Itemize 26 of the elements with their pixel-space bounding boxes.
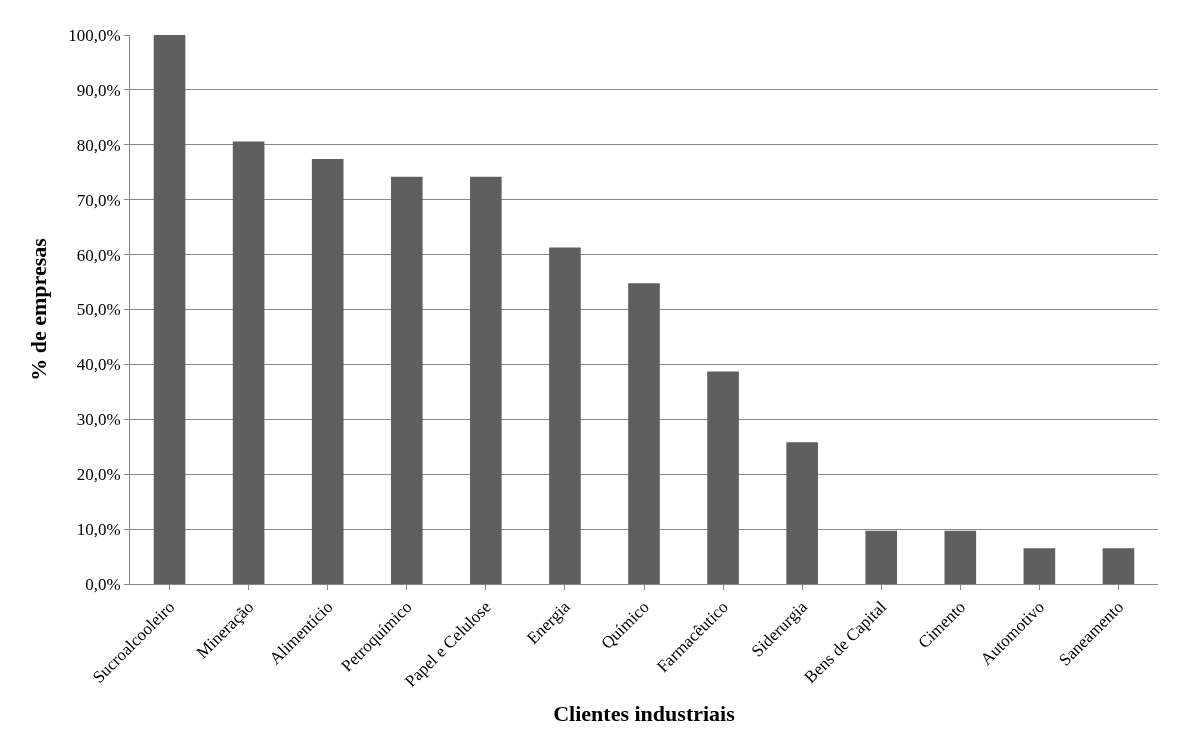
y-axis-title: % de empresas — [25, 237, 51, 381]
bar — [470, 176, 502, 584]
x-axis-title: Clientes industriais — [553, 700, 736, 726]
y-tick-label: 80,0% — [76, 135, 121, 155]
bar — [153, 35, 186, 584]
y-tick-label: 50,0% — [76, 300, 121, 320]
y-tick-label: 0,0% — [85, 574, 121, 594]
bar — [865, 530, 898, 584]
bar — [786, 442, 818, 584]
y-tick-label: 20,0% — [76, 465, 121, 485]
y-tick-label: 100,0% — [68, 25, 121, 45]
bar — [311, 159, 344, 584]
bar — [390, 176, 423, 584]
bar — [707, 371, 739, 584]
bar — [944, 530, 977, 584]
y-tick-label: 90,0% — [76, 80, 121, 100]
bar — [232, 141, 265, 584]
y-tick-label: 60,0% — [76, 245, 121, 265]
bar — [1023, 548, 1056, 584]
y-tick-label: 30,0% — [76, 410, 121, 430]
y-tick-label: 10,0% — [76, 520, 121, 540]
bar — [628, 283, 660, 584]
bar — [1102, 548, 1135, 584]
y-tick-label: 70,0% — [76, 190, 121, 210]
y-tick-label: 40,0% — [76, 355, 121, 375]
bar — [549, 247, 581, 584]
